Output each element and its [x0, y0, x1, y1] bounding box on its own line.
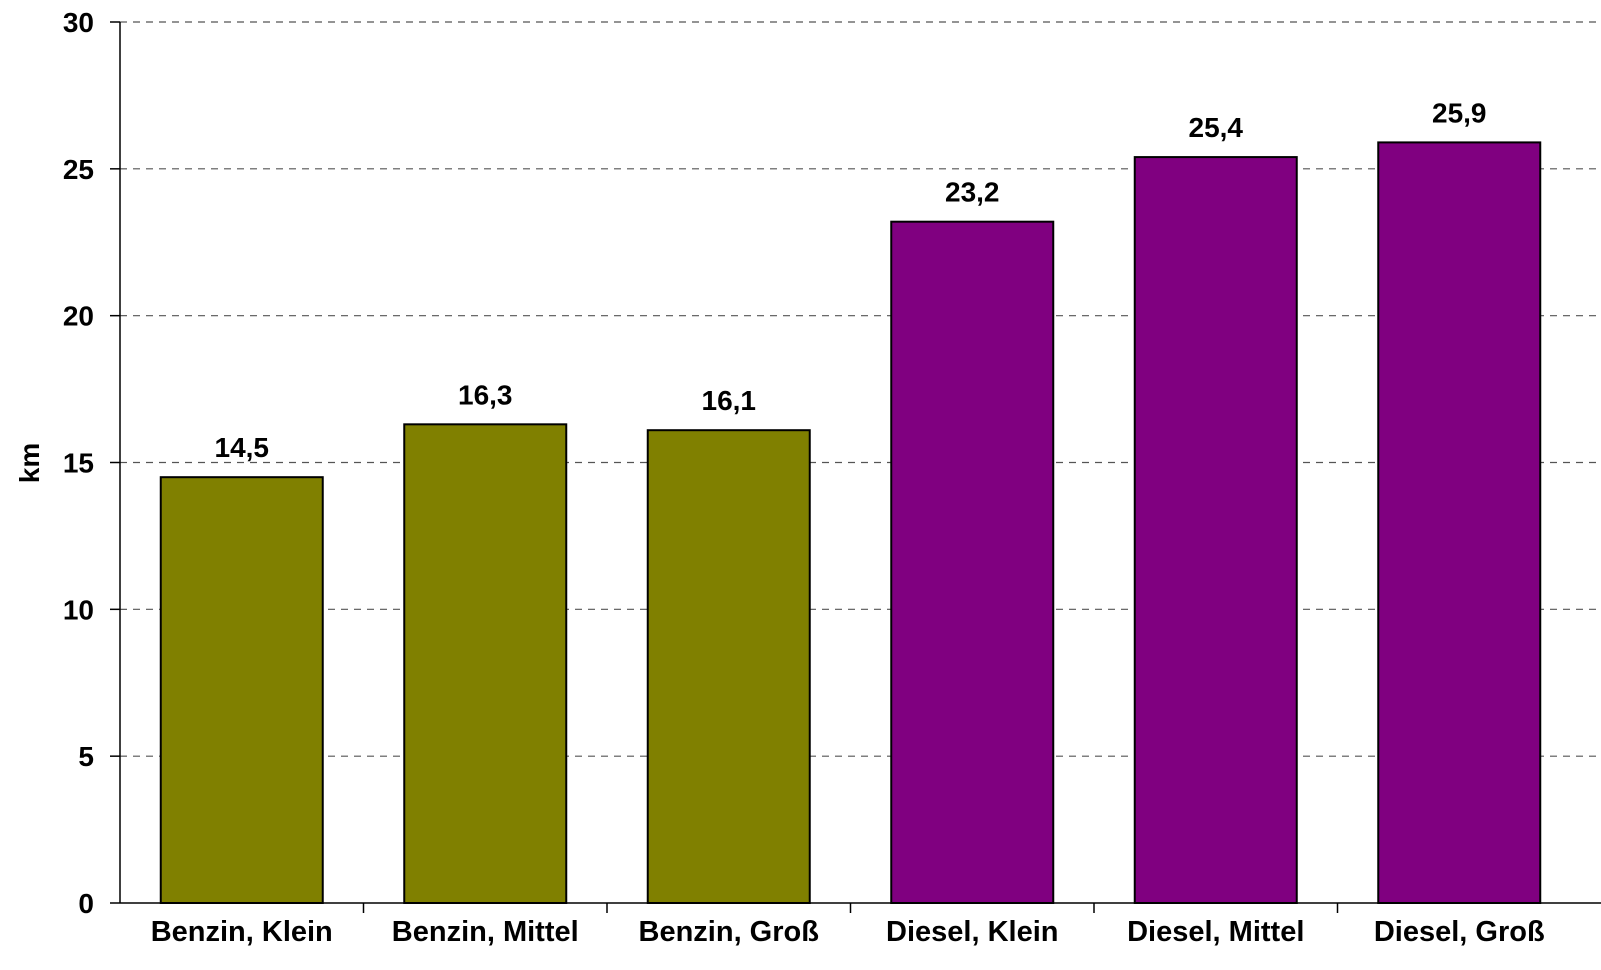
- data-label-1: 14,5: [215, 432, 270, 463]
- bar-4: [890, 220, 1055, 904]
- bar-5: [1133, 156, 1298, 904]
- y-tick-label-20: 20: [63, 301, 94, 332]
- data-labels: 14,5 16,3 16,1 23,2 25,4 25,9: [215, 97, 1487, 463]
- x-tick-label-1: Benzin, Klein: [151, 916, 333, 948]
- x-tick-label-5: Diesel, Mittel: [1127, 916, 1304, 948]
- bar-1: [159, 476, 324, 904]
- y-tick-label-10: 10: [63, 594, 94, 625]
- y-tick-label-5: 5: [78, 741, 94, 772]
- y-tick-label-15: 15: [63, 448, 94, 479]
- y-tick-label-30: 30: [63, 7, 94, 38]
- bar-2: [403, 423, 568, 904]
- y-tick-labels: 0 5 10 15 20 25 30: [63, 7, 120, 919]
- data-label-5: 25,4: [1189, 112, 1244, 143]
- x-tick-label-3: Benzin, Groß: [639, 916, 819, 948]
- bar-6: [1377, 141, 1542, 905]
- data-label-3: 16,1: [702, 385, 757, 416]
- bar-3: [646, 429, 811, 904]
- x-tick-labels: Benzin, Klein Benzin, Mittel Benzin, Groß D…: [151, 903, 1545, 948]
- x-tick-label-4: Diesel, Klein: [886, 916, 1058, 948]
- bars: [159, 141, 1542, 905]
- data-label-6: 25,9: [1432, 97, 1487, 128]
- x-tick-label-6: Diesel, Groß: [1374, 916, 1545, 948]
- y-axis-title: km: [14, 443, 45, 483]
- data-label-2: 16,3: [458, 379, 513, 410]
- y-tick-label-25: 25: [63, 154, 94, 185]
- x-tick-label-2: Benzin, Mittel: [392, 916, 579, 948]
- y-tick-label-0: 0: [78, 888, 94, 919]
- data-label-4: 23,2: [945, 177, 1000, 208]
